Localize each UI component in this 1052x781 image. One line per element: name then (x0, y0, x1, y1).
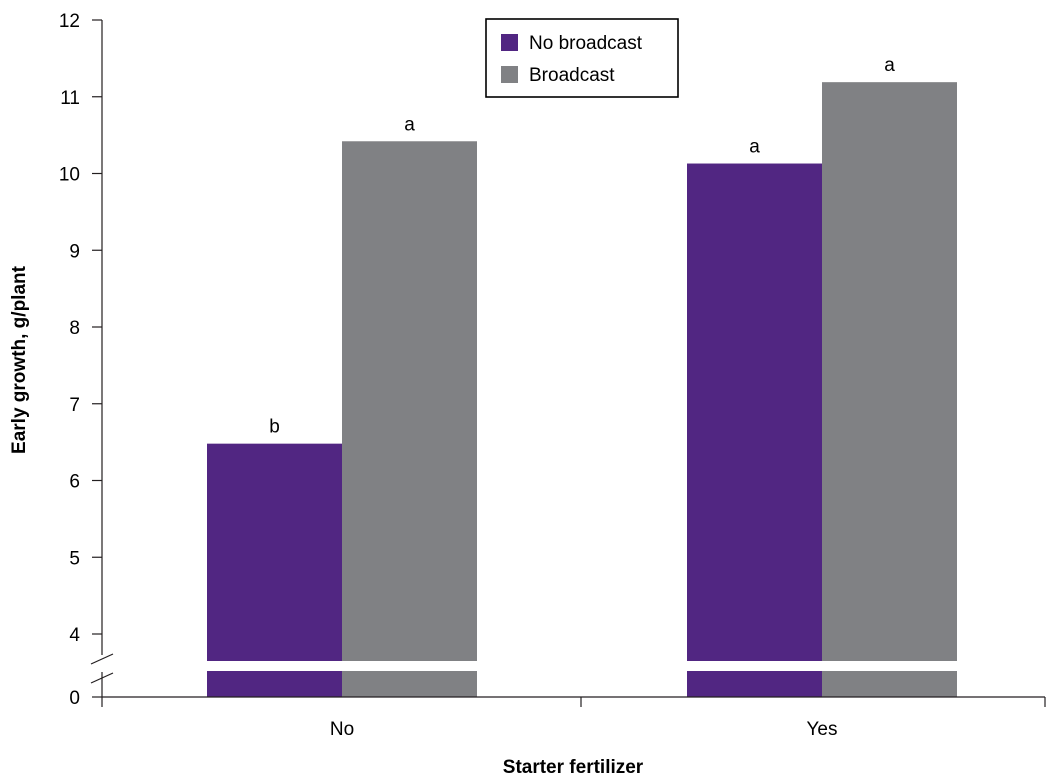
x-category-label: No (330, 719, 354, 740)
bar-break-gap (685, 661, 959, 671)
legend-label-broadcast: Broadcast (529, 65, 615, 86)
legend-label-no-broadcast: No broadcast (529, 33, 643, 54)
y-tick-label: 4 (69, 625, 80, 646)
data-label: b (269, 417, 280, 438)
legend-box (485, 18, 679, 98)
y-tick-label: 6 (69, 472, 80, 493)
axis-break-gaps (205, 661, 959, 671)
legend-swatch-no-broadcast (501, 34, 518, 51)
y-tick-label: 12 (59, 11, 80, 32)
data-label: a (749, 137, 760, 158)
y-tick-label: 8 (69, 318, 80, 339)
bar-break-gap (205, 661, 479, 671)
bar-broadcast-no (342, 141, 477, 697)
y-tick-label: 0 (69, 688, 80, 709)
bar-no-broadcast-no (207, 443, 342, 697)
data-label: a (884, 55, 895, 76)
bar-broadcast-yes (822, 82, 957, 698)
bar-no-broadcast-yes (687, 163, 822, 697)
y-tick-label: 10 (59, 165, 80, 186)
y-tick-label: 9 (69, 241, 80, 262)
x-category-label: Yes (807, 719, 838, 740)
y-ticks-group: 0 4 5 6 7 8 9 10 11 12 (59, 11, 102, 709)
y-tick-label: 7 (69, 395, 80, 416)
break-mark-upper (90, 653, 114, 665)
bars-group (207, 82, 957, 698)
legend: No broadcast Broadcast (485, 18, 679, 98)
x-categories-group: No Yes (330, 719, 838, 740)
break-mark-lower (90, 672, 114, 684)
x-axis-title: Starter fertilizer (503, 757, 644, 778)
axes-group (90, 20, 1046, 707)
y-axis-title: Early growth, g/plant (9, 265, 30, 454)
y-tick-label: 11 (60, 88, 80, 109)
data-labels-group: b a a a (269, 55, 895, 437)
data-label: a (404, 114, 415, 135)
y-tick-label: 5 (69, 548, 80, 569)
legend-swatch-broadcast (501, 66, 518, 83)
